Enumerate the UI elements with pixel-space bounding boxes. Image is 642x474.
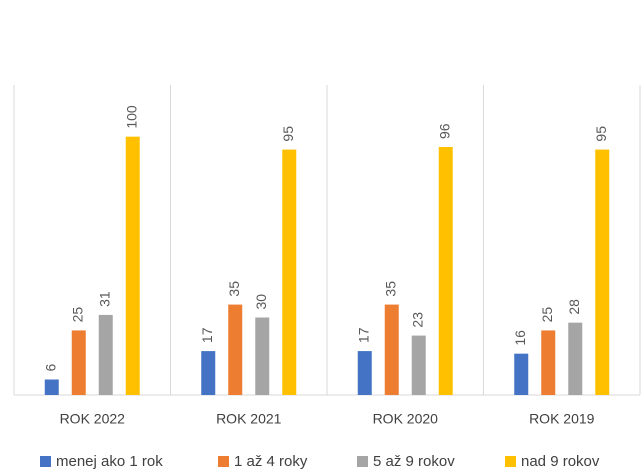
legend-label: nad 9 rokov [521,453,600,470]
bar [568,322,583,395]
data-label: 35 [382,281,398,297]
bar [541,330,556,395]
bar [411,335,426,395]
bar [228,304,243,395]
bar [44,379,59,395]
legend-label: menej ako 1 rok [56,453,163,470]
legend-label: 1 až 4 roky [234,453,308,470]
bar [357,351,372,395]
data-label: 95 [593,126,609,142]
bar [282,149,297,395]
x-tick-label: ROK 2021 [216,411,282,427]
data-label: 25 [539,307,555,323]
legend-swatch [40,456,51,467]
data-label: 23 [409,312,425,328]
bar [201,351,216,395]
bar [98,314,113,395]
data-label: 25 [69,307,85,323]
data-label: 17 [199,327,215,343]
bar [384,304,399,395]
bar [514,353,529,395]
legend-swatch [218,456,229,467]
data-label: 100 [123,105,139,129]
data-label: 6 [42,364,58,372]
data-label: 35 [226,281,242,297]
data-label: 95 [280,126,296,142]
data-label: 96 [436,123,452,139]
data-label: 28 [566,299,582,315]
x-tick-label: ROK 2022 [60,411,126,427]
bar [125,136,140,395]
bar [438,147,453,395]
x-tick-label: ROK 2020 [373,411,439,427]
legend-swatch [357,456,368,467]
data-label: 17 [355,327,371,343]
bar [255,317,270,395]
legend-label: 5 až 9 rokov [373,453,455,470]
data-label: 31 [96,291,112,307]
bar [71,330,86,395]
x-tick-label: ROK 2019 [529,411,595,427]
data-label: 30 [253,294,269,310]
bar [595,149,610,395]
legend-swatch [505,456,516,467]
data-label: 16 [512,330,528,346]
